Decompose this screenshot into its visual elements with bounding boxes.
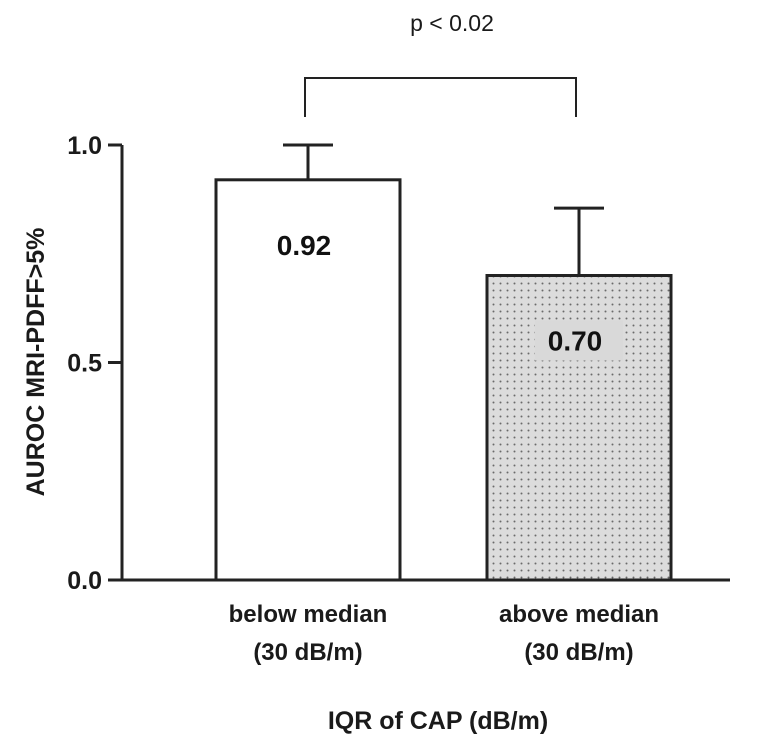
x-tick-label: above median [499, 601, 659, 628]
x-tick-label: (30 dB/m) [253, 639, 362, 666]
y-axis-title: AUROC MRI-PDFF>5% [22, 228, 50, 497]
y-tick-label: 0.5 [67, 350, 102, 378]
value-label: 0.70 [548, 326, 603, 357]
significance-label: p < 0.02 [410, 10, 494, 36]
value-label-bg [535, 320, 623, 361]
y-tick-label: 0.0 [67, 567, 102, 595]
y-tick-label: 1.0 [67, 132, 102, 160]
x-tick-label: below median [229, 601, 388, 628]
x-tick-label: (30 dB/m) [524, 639, 633, 666]
significance-bracket [304, 77, 577, 117]
bar [214, 178, 402, 582]
value-label: 0.92 [277, 230, 332, 261]
x-axis-title: IQR of CAP (dB/m) [328, 707, 548, 735]
